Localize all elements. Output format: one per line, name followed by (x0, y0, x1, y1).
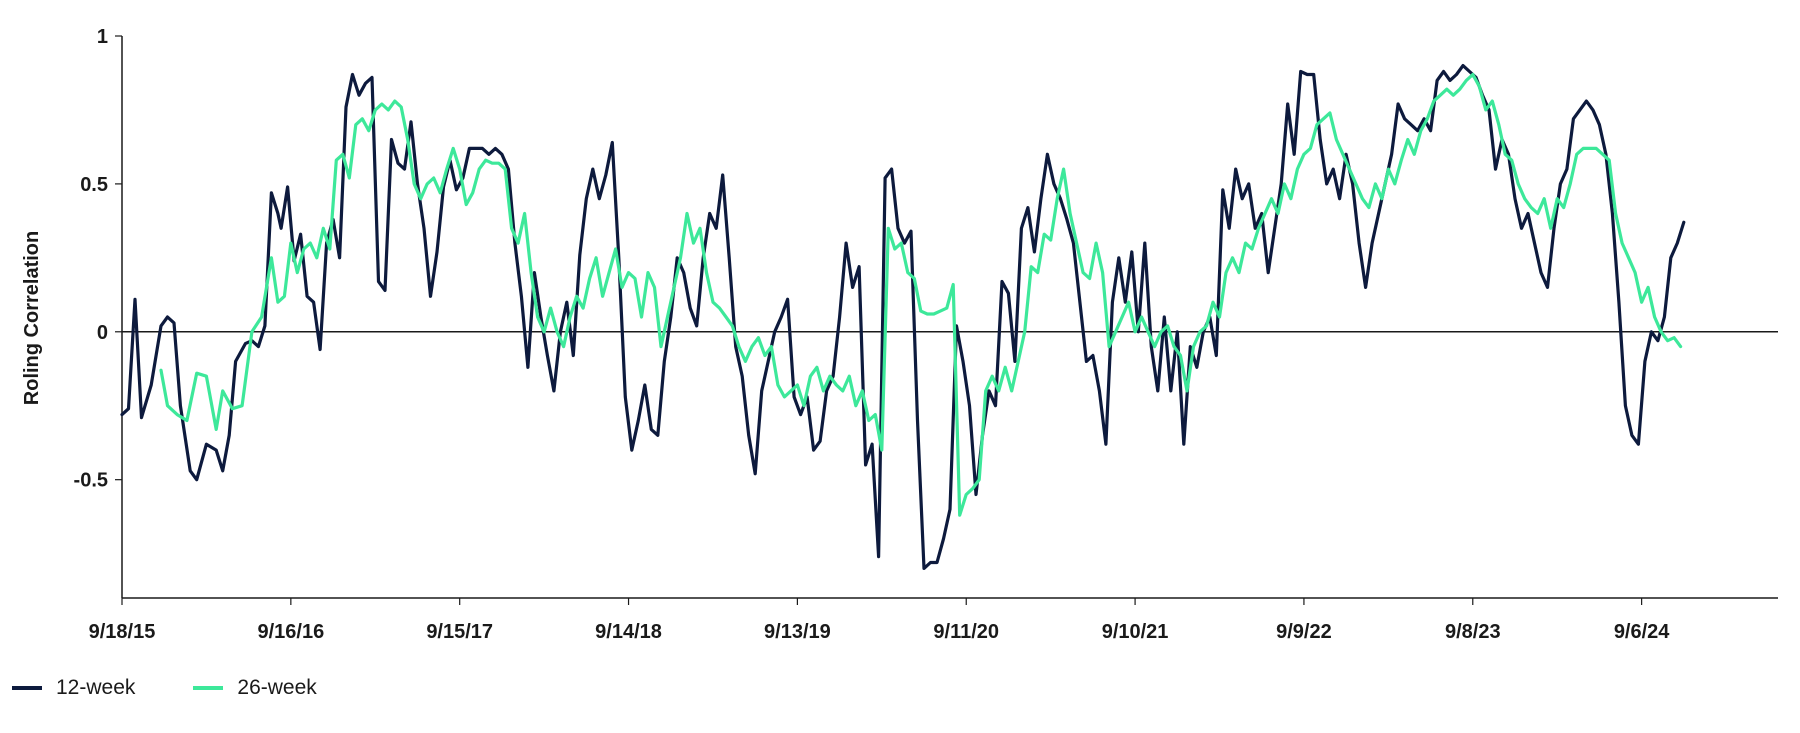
y-tick-label: 0.5 (80, 174, 108, 196)
legend-label-12-week: 12-week (56, 676, 136, 699)
x-tick-label: 9/14/18 (595, 621, 662, 643)
x-tick-label: 9/10/21 (1102, 621, 1169, 643)
series-layer (120, 63, 1686, 570)
x-tick-label: 9/13/19 (764, 621, 831, 643)
legend-item-26-week: 26-week (193, 676, 317, 700)
series-line-12-week (120, 63, 1686, 570)
legend: 12-week 26-week (12, 676, 317, 700)
legend-swatch-12-week (12, 686, 42, 690)
y-tick-label: -0.5 (74, 470, 108, 492)
x-tick-label: 9/18/15 (89, 621, 156, 643)
x-tick-label: 9/6/24 (1614, 621, 1670, 643)
legend-item-12-week: 12-week (12, 676, 135, 700)
x-tick-label: 9/16/16 (257, 621, 324, 643)
legend-label-26-week: 26-week (237, 676, 317, 699)
x-tick-label: 9/11/20 (933, 621, 999, 643)
series-line-26-week (159, 72, 1683, 517)
y-tick-label: 0 (97, 322, 108, 344)
y-axis-title: Roling Correlation (21, 231, 43, 405)
x-tick-label: 9/15/17 (426, 621, 493, 643)
y-tick-label: 1 (97, 26, 108, 48)
axes: 1 0.5 0 -0.5 9/18/15 9/16/16 9/15/17 9/14/18 9/1… (74, 26, 1778, 643)
x-tick-label: 9/9/22 (1276, 621, 1332, 643)
legend-swatch-26-week (193, 686, 224, 690)
x-tick-label: 9/8/23 (1445, 621, 1501, 643)
